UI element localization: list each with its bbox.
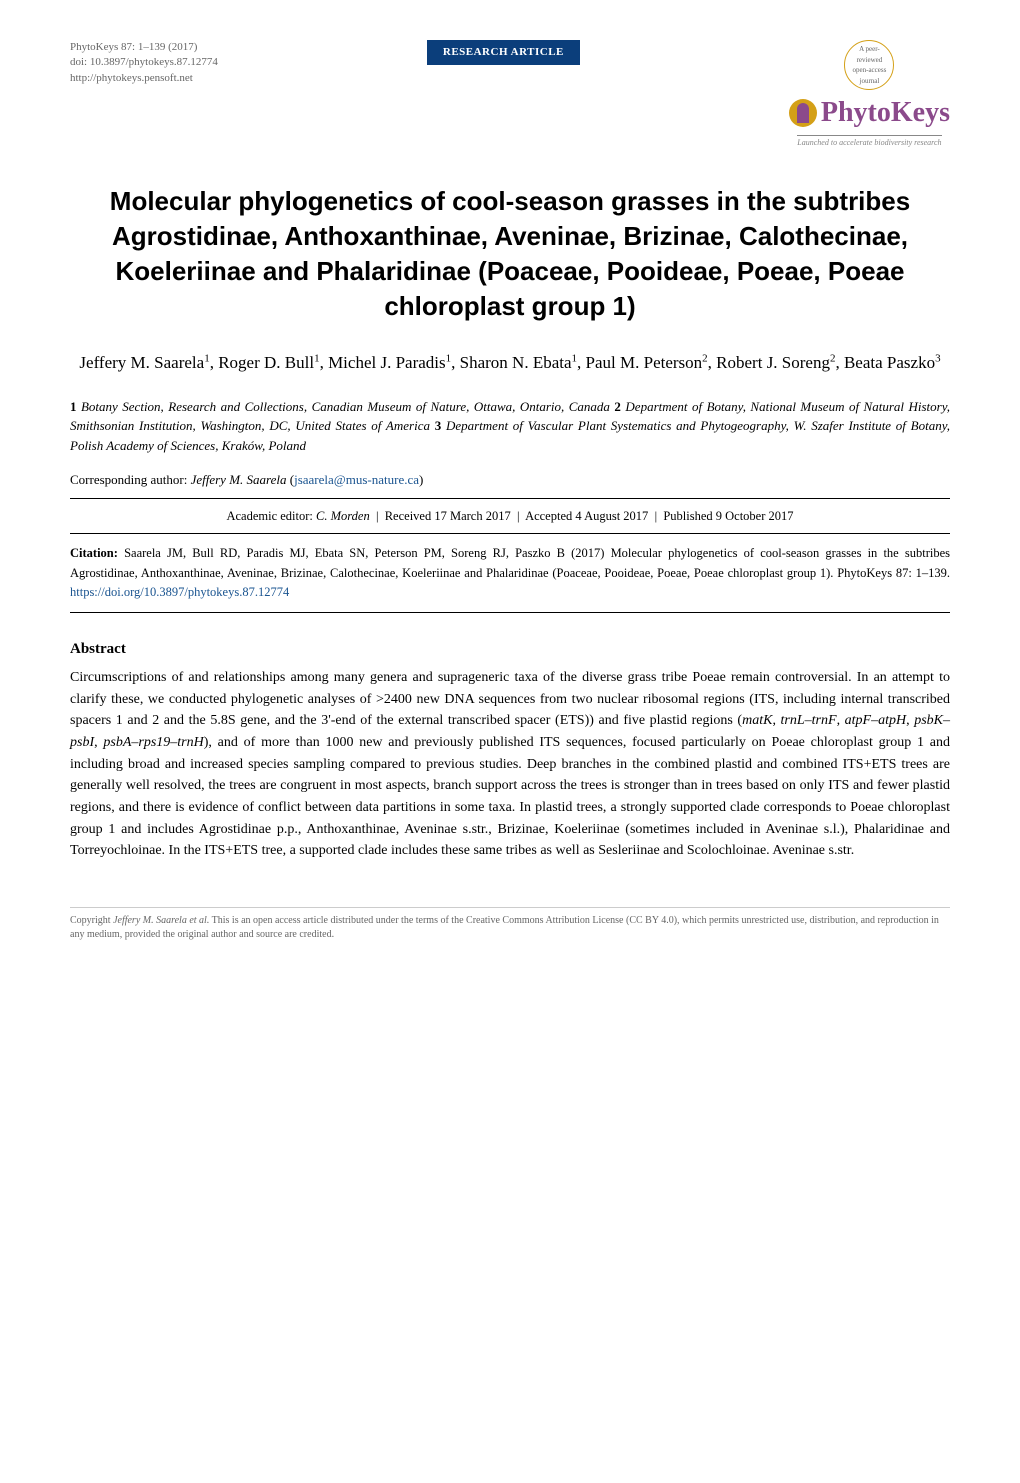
editor-dates-line: Academic editor: C. Morden | Received 17… [70,507,950,526]
corresponding-label: Corresponding author: [70,472,187,487]
abstract-section: Abstract Circumscriptions of and relatio… [70,638,950,862]
citation-label: Citation: [70,546,118,560]
footer-license: Copyright Jeffery M. Saarela et al. This… [70,907,950,942]
corresponding-email[interactable]: jsaarela@mus-nature.ca [294,472,419,487]
publication-info: PhytoKeys 87: 1–139 (2017) doi: 10.3897/… [70,40,218,86]
citation-doi-link[interactable]: https://doi.org/10.3897/phytokeys.87.127… [70,585,289,599]
journal-logo: PhytoKeys [789,92,950,134]
journal-url[interactable]: http://phytokeys.pensoft.net [70,71,218,86]
journal-name: PhytoKeys [821,92,950,134]
editor-name: C. Morden [316,509,370,523]
divider [70,498,950,499]
phytokeys-icon [789,99,817,127]
authors-list: Jeffery M. Saarela1, Roger D. Bull1, Mic… [70,349,950,376]
editor-label: Academic editor: [226,509,312,523]
copyright-holder: Jeffery M. Saarela et al. [113,915,209,926]
divider [70,612,950,613]
journal-tagline: Launched to accelerate biodiversity rese… [797,135,941,149]
citation-text: Saarela JM, Bull RD, Paradis MJ, Ebata S… [70,546,950,579]
received-date: Received 17 March 2017 [385,509,511,523]
accepted-date: Accepted 4 August 2017 [525,509,648,523]
corresponding-author: Corresponding author: Jeffery M. Saarela… [70,470,950,490]
published-date: Published 9 October 2017 [663,509,793,523]
copyright-label: Copyright [70,915,111,926]
corresponding-name: Jeffery M. Saarela [191,472,287,487]
abstract-heading: Abstract [70,638,950,661]
journal-reference: PhytoKeys 87: 1–139 (2017) [70,40,218,55]
header-bar: PhytoKeys 87: 1–139 (2017) doi: 10.3897/… [70,40,950,149]
research-article-badge: RESEARCH ARTICLE [427,40,580,65]
article-title: Molecular phylogenetics of cool-season g… [90,184,930,324]
journal-logo-area: A peer-reviewed open-access journal Phyt… [789,40,950,149]
abstract-text: Circumscriptions of and relationships am… [70,667,950,862]
divider [70,533,950,534]
citation-block: Citation: Saarela JM, Bull RD, Paradis M… [70,544,950,602]
open-access-badge: A peer-reviewed open-access journal [844,40,894,90]
affiliations: 1 Botany Section, Research and Collectio… [70,397,950,456]
doi-text: doi: 10.3897/phytokeys.87.12774 [70,55,218,70]
